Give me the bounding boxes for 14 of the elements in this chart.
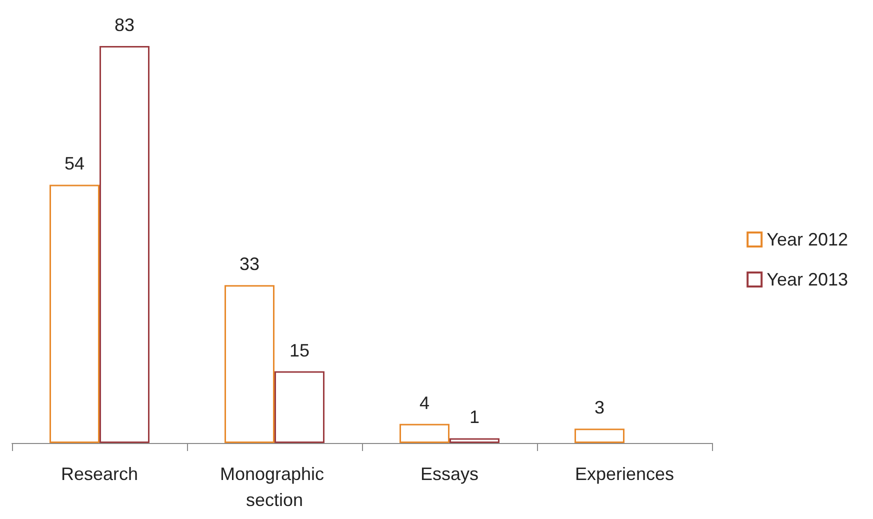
- x-tick-label: Essays: [420, 464, 479, 484]
- legend-label: Year 2012: [766, 230, 848, 250]
- x-tick-label: Experiences: [574, 464, 674, 484]
- data-label: 54: [64, 154, 85, 174]
- data-label: 1: [469, 407, 480, 428]
- legend-label: Year 2013: [766, 270, 848, 290]
- data-label: 3: [594, 398, 605, 418]
- data-label: 83: [114, 15, 135, 35]
- data-label: 33: [239, 254, 260, 274]
- x-tick-label: Monographic section: [220, 464, 330, 510]
- data-label: 15: [289, 340, 310, 360]
- bar: [574, 428, 624, 443]
- data-label: 4: [419, 392, 430, 413]
- x-tick-label: Research: [60, 464, 138, 484]
